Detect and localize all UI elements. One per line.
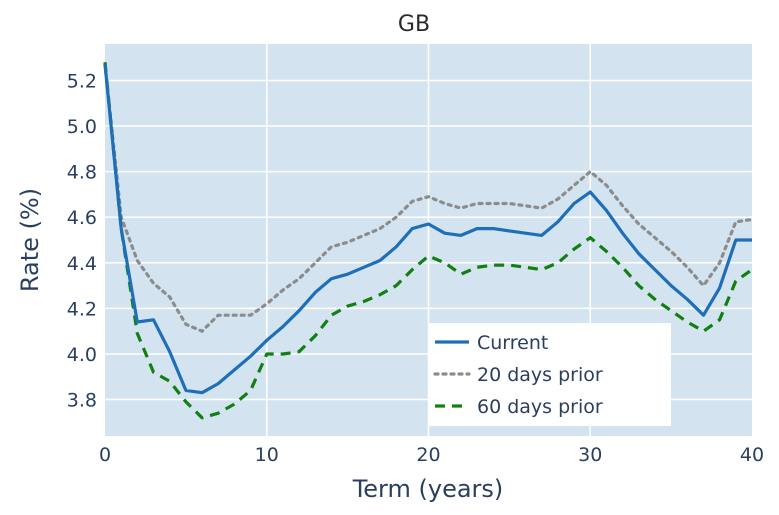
series-line-1	[103, 62, 754, 333]
y-tick-label: 3.8	[67, 390, 97, 412]
legend[interactable]: Current 20 days prior 60 days prior	[429, 323, 671, 426]
y-tick-label: 4.4	[67, 253, 97, 275]
legend-label: 20 days prior	[477, 364, 603, 386]
y-tick-label: 4.8	[67, 162, 97, 184]
x-axis-title: Term (years)	[352, 475, 504, 503]
legend-item-1[interactable]: 20 days prior	[433, 364, 603, 386]
x-tick-label: 40	[740, 444, 764, 466]
x-tick-label: 30	[578, 444, 602, 466]
y-tick-label: 4.0	[67, 344, 97, 366]
series-line-2	[103, 62, 753, 420]
legend-label: Current	[477, 332, 548, 354]
chart-title: GB	[398, 12, 430, 37]
x-tick-label: 20	[416, 444, 440, 466]
y-tick-label: 4.6	[67, 207, 97, 229]
tick-labels: 3.8 4.0 4.2 4.4 4.6 4.8 5.0 5.2 0 10 20 30 40	[67, 70, 764, 466]
y-axis-title: Rate (%)	[16, 188, 44, 292]
legend-label: 60 days prior	[477, 396, 603, 418]
x-tick-label: 10	[255, 444, 279, 466]
legend-item-2[interactable]: 60 days prior	[435, 396, 603, 418]
x-tick-label: 0	[99, 444, 111, 466]
y-tick-label: 4.2	[67, 298, 97, 320]
y-tick-label: 5.0	[67, 116, 97, 138]
y-tick-label: 5.2	[67, 70, 97, 92]
legend-item-0[interactable]: Current	[435, 332, 548, 354]
series-line-0	[103, 64, 752, 395]
series-lines	[103, 62, 754, 420]
